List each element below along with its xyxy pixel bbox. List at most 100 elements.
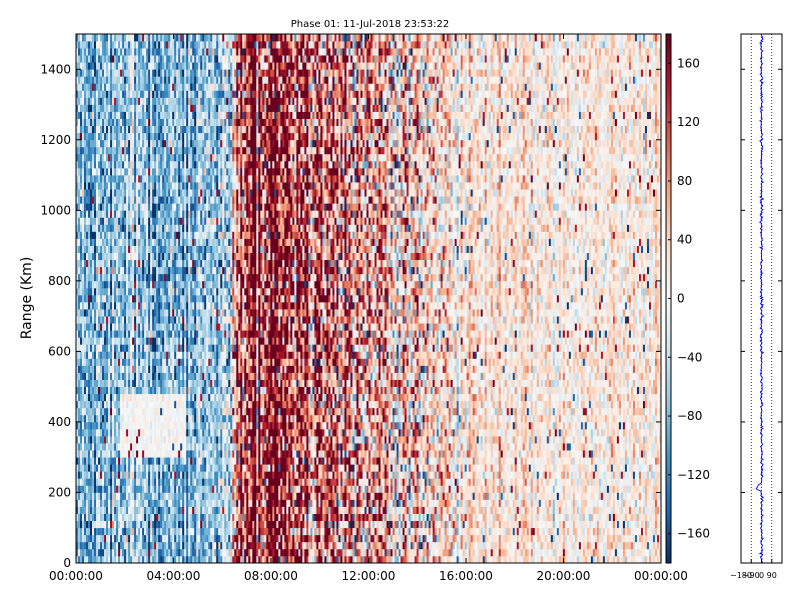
heatmap-cell [80,287,83,296]
heatmap-cell [204,139,207,148]
heatmap-cell [184,146,187,155]
heatmap-cell [158,414,161,423]
heatmap-cell [148,499,151,507]
heatmap-cell [184,97,187,105]
heatmap-cell [156,330,159,338]
heatmap-cell [160,252,163,261]
heatmap-cell [120,450,123,458]
heatmap-cell [146,245,149,253]
heatmap-cell [166,224,169,232]
heatmap-cell [120,231,123,239]
heatmap-cell [90,83,93,91]
heatmap-cell [130,351,133,359]
heatmap-cell [134,210,137,218]
heatmap-cell [186,407,189,416]
heatmap-cell [164,153,167,162]
heatmap-cell [136,217,139,225]
heatmap-cell [140,118,143,127]
heatmap-cell [190,83,193,91]
heatmap-cell [166,351,169,359]
heatmap-cell [82,48,85,56]
heatmap-cell [130,111,133,119]
heatmap-cell [188,273,191,282]
heatmap-cell [120,55,123,63]
heatmap-cell [196,189,199,197]
heatmap-cell [146,513,149,522]
heatmap-cell [184,224,187,232]
heatmap-cell [186,34,189,42]
heatmap-cell [140,182,143,190]
heatmap-cell [78,231,81,239]
heatmap-cell [156,139,159,148]
heatmap-cell [106,48,109,56]
heatmap-cell [104,76,107,84]
heatmap-cell [130,231,133,239]
heatmap-cell [132,414,135,423]
heatmap-cell [176,217,179,225]
heatmap-cell [120,337,123,345]
heatmap-cell [78,139,81,148]
heatmap-cell [80,224,83,232]
heatmap-cell [92,245,95,253]
heatmap-cell [160,372,163,380]
heatmap-cell [78,457,81,465]
heatmap-cell [78,182,81,190]
heatmap-cell [182,316,185,324]
heatmap-cell [90,548,93,557]
heatmap-cell [180,139,183,148]
heatmap-cell [78,238,81,246]
heatmap-cell [172,386,175,395]
heatmap-cell [88,323,91,331]
heatmap-cell [78,83,81,91]
heatmap-cell [178,520,181,529]
heatmap-cell [180,464,183,472]
heatmap-cell [128,457,131,465]
heatmap-cell [116,182,119,190]
heatmap-cell [180,414,183,423]
heatmap-cell [192,443,195,451]
heatmap-cell [122,506,125,514]
heatmap-cell [108,527,111,536]
heatmap-cell [204,478,207,486]
heatmap-cell [180,330,183,338]
heatmap-cell [114,189,117,197]
heatmap-cell [96,428,99,437]
heatmap-cell [138,55,141,63]
heatmap-cell [100,139,103,148]
heatmap-cell [128,316,131,324]
heatmap-cell [150,55,153,63]
heatmap-cell [88,316,91,324]
heatmap-cell [160,210,163,218]
heatmap-cell [200,443,203,451]
heatmap-cell [180,450,183,458]
heatmap-cell [120,541,123,550]
heatmap-cell [196,76,199,84]
heatmap-cell [168,55,171,63]
heatmap-cell [138,182,141,190]
heatmap-cell [208,450,211,458]
heatmap-cell [160,414,163,423]
heatmap-cell [200,337,203,345]
heatmap-cell [98,457,101,465]
heatmap-cell [154,499,157,507]
heatmap-cell [134,379,137,388]
heatmap-cell [140,365,143,373]
heatmap-cell [78,266,81,275]
heatmap-cell [120,372,123,380]
heatmap-cell [114,464,117,472]
heatmap-cell [88,436,91,444]
heatmap-cell [200,294,203,303]
heatmap-cell [114,513,117,522]
heatmap-cell [88,90,91,98]
heatmap-cell [114,400,117,409]
heatmap-cell [86,175,89,183]
heatmap-cell [104,393,107,402]
heatmap-cell [174,393,177,402]
heatmap-cell [180,224,183,232]
heatmap-cell [144,280,147,289]
heatmap-cell [106,259,109,268]
heatmap-cell [148,302,151,310]
heatmap-cell [84,316,87,324]
heatmap-cell [200,548,203,557]
heatmap-cell [172,62,175,70]
